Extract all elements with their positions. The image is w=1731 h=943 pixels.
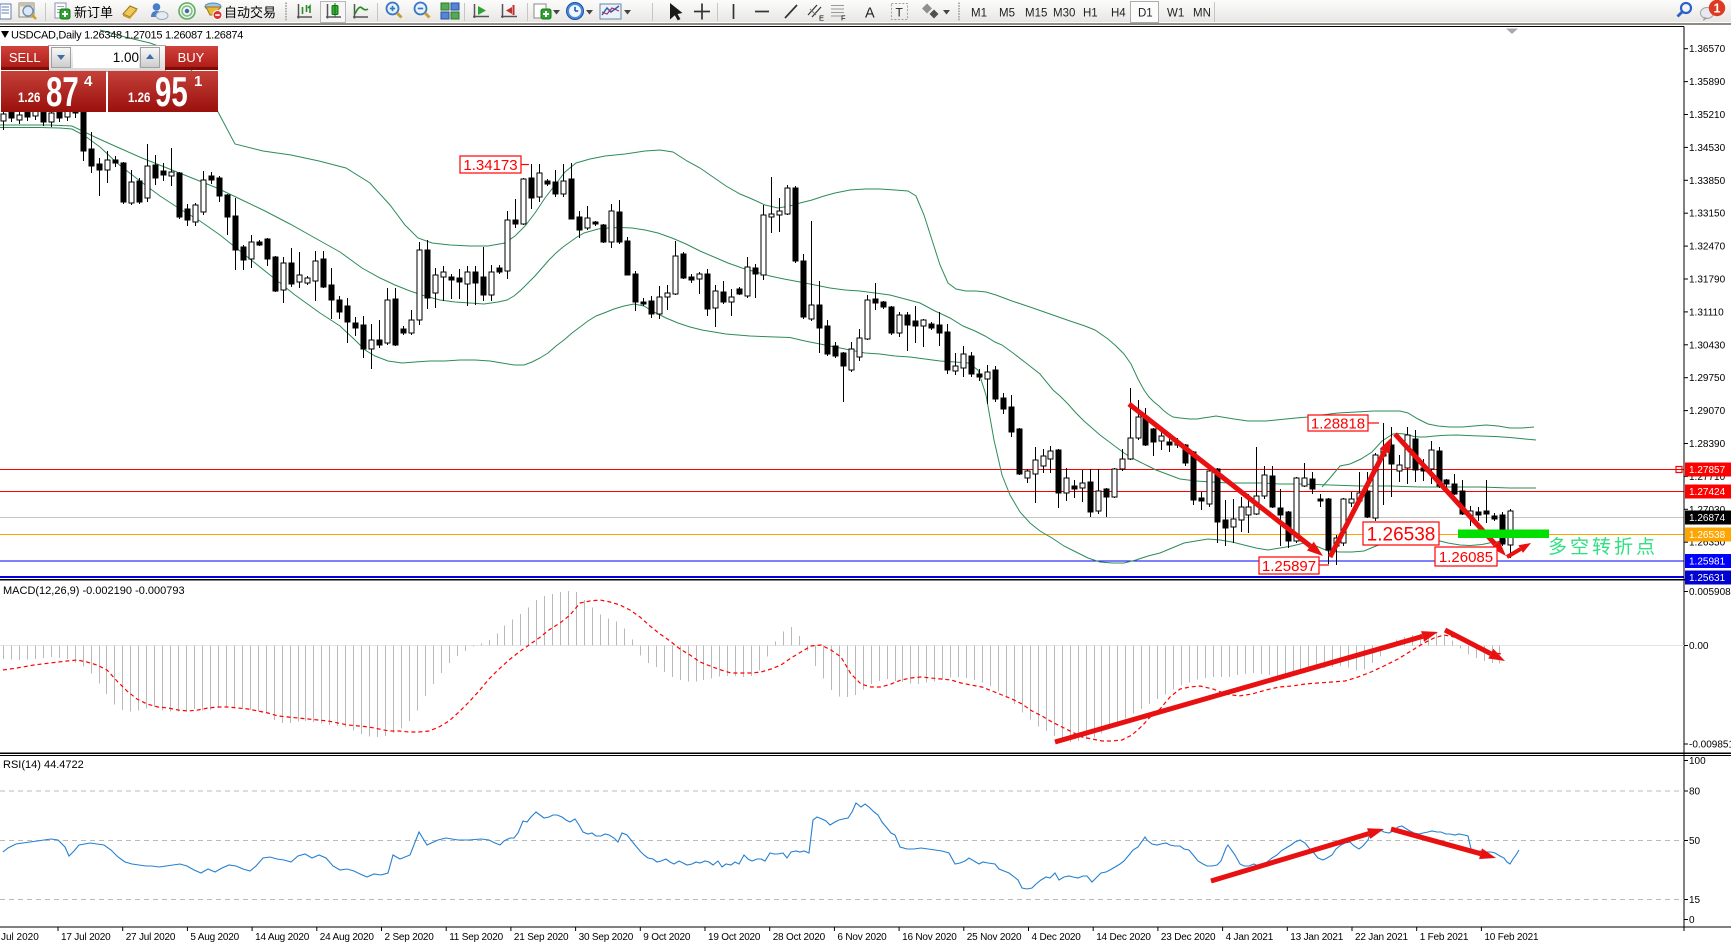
svg-text:多空转折点: 多空转折点: [1548, 536, 1658, 558]
svg-text:M5: M5: [999, 8, 1015, 20]
svg-text:1.26538: 1.26538: [1689, 530, 1726, 541]
svg-text:4 Dec 2020: 4 Dec 2020: [1032, 932, 1082, 943]
svg-text:23 Dec 2020: 23 Dec 2020: [1161, 932, 1216, 943]
svg-text:24 Aug 2020: 24 Aug 2020: [320, 932, 375, 943]
svg-text:Jul 2020: Jul 2020: [1, 932, 39, 943]
svg-text:1.26538: 1.26538: [1367, 524, 1436, 545]
svg-text:1.34530: 1.34530: [1689, 143, 1726, 154]
svg-text:9 Oct 2020: 9 Oct 2020: [643, 932, 691, 943]
svg-text:A: A: [865, 6, 875, 22]
svg-text:25 Nov 2020: 25 Nov 2020: [967, 932, 1022, 943]
svg-text:MACD(12,26,9) -0.002190 -0.000: MACD(12,26,9) -0.002190 -0.000793: [3, 585, 185, 597]
svg-text:1.32470: 1.32470: [1689, 242, 1726, 253]
svg-text:1.28390: 1.28390: [1689, 439, 1726, 450]
svg-text:1.25981: 1.25981: [1689, 557, 1726, 568]
svg-text:1.27424: 1.27424: [1689, 487, 1726, 498]
svg-text:1.29750: 1.29750: [1689, 373, 1726, 384]
svg-text:30 Sep 2020: 30 Sep 2020: [579, 932, 634, 943]
svg-text:80: 80: [1689, 787, 1701, 798]
svg-text:1 Feb 2021: 1 Feb 2021: [1420, 932, 1469, 943]
svg-text:H1: H1: [1083, 8, 1098, 20]
svg-text:22 Jan 2021: 22 Jan 2021: [1355, 932, 1408, 943]
svg-text:MN: MN: [1193, 8, 1211, 20]
svg-text:1.31110: 1.31110: [1689, 307, 1724, 318]
svg-text:RSI(14) 44.4722: RSI(14) 44.4722: [3, 759, 84, 771]
svg-text:1.35210: 1.35210: [1689, 110, 1726, 121]
svg-text:M30: M30: [1053, 8, 1075, 20]
svg-text:0: 0: [1689, 915, 1695, 926]
svg-text:100: 100: [1689, 756, 1706, 767]
svg-text:15: 15: [1689, 895, 1701, 906]
svg-text:1.27030: 1.27030: [1689, 505, 1726, 516]
svg-text:1.25631: 1.25631: [1689, 573, 1726, 584]
svg-text:4 Jan 2021: 4 Jan 2021: [1226, 932, 1274, 943]
svg-text:自动交易: 自动交易: [224, 5, 276, 20]
svg-text:6 Nov 2020: 6 Nov 2020: [837, 932, 887, 943]
svg-text:11 Sep 2020: 11 Sep 2020: [449, 932, 503, 943]
svg-text:M1: M1: [971, 8, 987, 20]
svg-text:1.36570: 1.36570: [1689, 44, 1726, 55]
svg-text:5 Aug 2020: 5 Aug 2020: [190, 932, 239, 943]
svg-text:13 Jan 2021: 13 Jan 2021: [1290, 932, 1343, 943]
svg-text:新订单: 新订单: [74, 5, 113, 20]
svg-text:1: 1: [1714, 2, 1721, 16]
svg-text:17 Jul 2020: 17 Jul 2020: [61, 932, 111, 943]
svg-text:14 Dec 2020: 14 Dec 2020: [1096, 932, 1151, 943]
svg-text:14 Aug 2020: 14 Aug 2020: [255, 932, 310, 943]
svg-text:D1: D1: [1138, 8, 1153, 20]
svg-text:H4: H4: [1111, 8, 1126, 20]
svg-text:1.31790: 1.31790: [1689, 275, 1726, 286]
svg-text:0.00: 0.00: [1689, 641, 1709, 652]
svg-text:1.27710: 1.27710: [1689, 472, 1726, 483]
svg-text:1.33850: 1.33850: [1689, 176, 1726, 187]
svg-text:0.005908: 0.005908: [1689, 587, 1731, 598]
svg-text:1.26874: 1.26874: [1689, 513, 1726, 524]
svg-text:1.29070: 1.29070: [1689, 406, 1726, 417]
svg-text:50: 50: [1689, 836, 1701, 847]
svg-text:10 Feb 2021: 10 Feb 2021: [1484, 932, 1539, 943]
svg-text:2 Sep 2020: 2 Sep 2020: [385, 932, 435, 943]
svg-text:1.25897: 1.25897: [1262, 558, 1316, 575]
svg-text:T: T: [896, 6, 904, 20]
svg-text:19 Oct 2020: 19 Oct 2020: [708, 932, 761, 943]
svg-text:1.35890: 1.35890: [1689, 77, 1726, 88]
svg-text:28 Oct 2020: 28 Oct 2020: [773, 932, 826, 943]
svg-text:16 Nov 2020: 16 Nov 2020: [902, 932, 957, 943]
svg-text:F: F: [841, 14, 846, 23]
svg-text:27 Jul 2020: 27 Jul 2020: [126, 932, 176, 943]
svg-text:1.28818: 1.28818: [1311, 415, 1365, 432]
svg-text:1.26085: 1.26085: [1439, 549, 1493, 566]
svg-text:E: E: [819, 14, 824, 23]
svg-text:1.26350: 1.26350: [1689, 538, 1726, 549]
svg-text:1.34173: 1.34173: [463, 157, 517, 174]
svg-text:USDCAD,Daily 1.26348 1.27015: USDCAD,Daily 1.26348 1.27015 1.26087 1.2…: [11, 30, 243, 42]
svg-text:-0.009851: -0.009851: [1689, 740, 1731, 751]
svg-text:1.27857: 1.27857: [1689, 465, 1726, 476]
svg-text:W1: W1: [1167, 8, 1184, 20]
svg-text:M15: M15: [1025, 8, 1047, 20]
svg-text:1.33150: 1.33150: [1689, 209, 1726, 220]
svg-text:21 Sep 2020: 21 Sep 2020: [514, 932, 569, 943]
svg-text:1.30430: 1.30430: [1689, 340, 1726, 351]
